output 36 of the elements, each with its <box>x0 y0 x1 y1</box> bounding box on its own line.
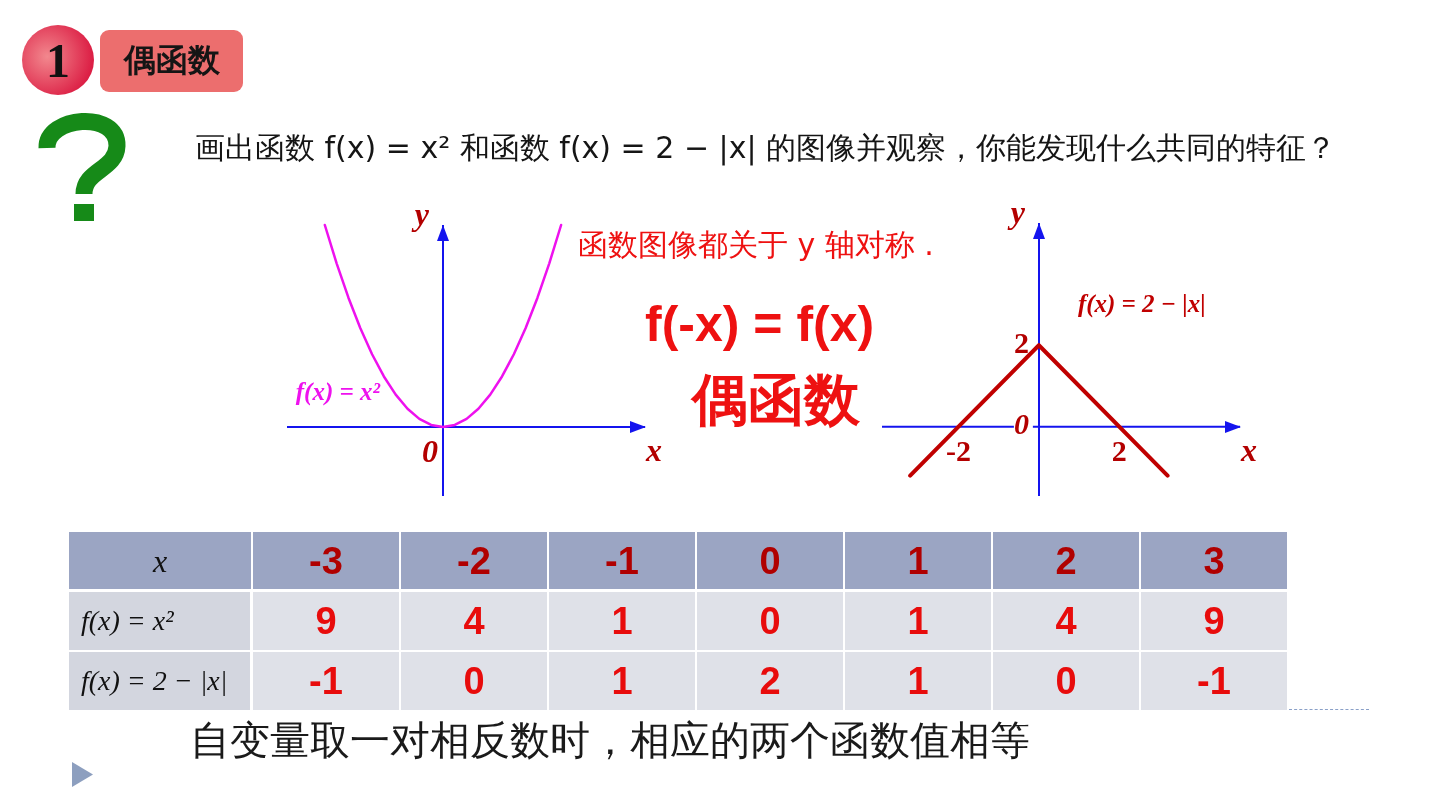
y-axis-title: y <box>410 196 430 232</box>
data-label: -1 <box>309 659 343 702</box>
text: 画出函数 f(x) = x² 和函数 f(x) = 2 − |x| 的图像并观察，你能发现什么共同的特征？ <box>195 130 1337 165</box>
data-label: 1 <box>907 659 929 702</box>
data-label: 9 <box>315 599 337 642</box>
x-axis-title: x <box>645 432 662 469</box>
x-tick-label: 1 <box>907 539 929 582</box>
data-label: 1 <box>611 659 633 702</box>
data-label: 0 <box>759 599 781 642</box>
data-label: -1 <box>1197 659 1231 702</box>
data-label: 4 <box>1055 599 1077 642</box>
series-label: f(x) = 2 − |x| <box>1077 290 1206 319</box>
data-label: 1 <box>611 599 633 642</box>
x-axis-title: x <box>152 542 168 579</box>
x-tick-label: -1 <box>605 539 639 582</box>
text: 1 <box>46 32 70 88</box>
data-label: 2 <box>759 659 781 702</box>
text: 偶函数 <box>692 367 860 433</box>
x-tick-label: 3 <box>1203 539 1225 582</box>
x-tick-label: -2 <box>945 434 971 468</box>
data-label: 0 <box>463 659 485 702</box>
series-label: f(x) = x² <box>295 377 381 406</box>
text: f(-x) = f(x) <box>645 296 875 354</box>
data-label: 1 <box>907 599 929 642</box>
data-label: 9 <box>1203 599 1225 642</box>
data-label: 0 <box>1055 659 1077 702</box>
x-tick-label: 0 <box>759 539 781 582</box>
chart-title: 偶函数 <box>123 40 220 81</box>
x-tick-label: -2 <box>457 539 491 582</box>
annotation: 函数图像都关于 y 轴对称 . <box>578 227 934 263</box>
text: 自变量取一对相反数时，相应的两个函数值相等 <box>190 716 1030 764</box>
x-axis-title: x <box>1240 432 1257 468</box>
data-label: 4 <box>463 599 485 642</box>
y-axis-title: y <box>1006 194 1026 230</box>
x-tick-label: 2 <box>1055 539 1077 582</box>
x-tick-label: -3 <box>309 539 343 582</box>
